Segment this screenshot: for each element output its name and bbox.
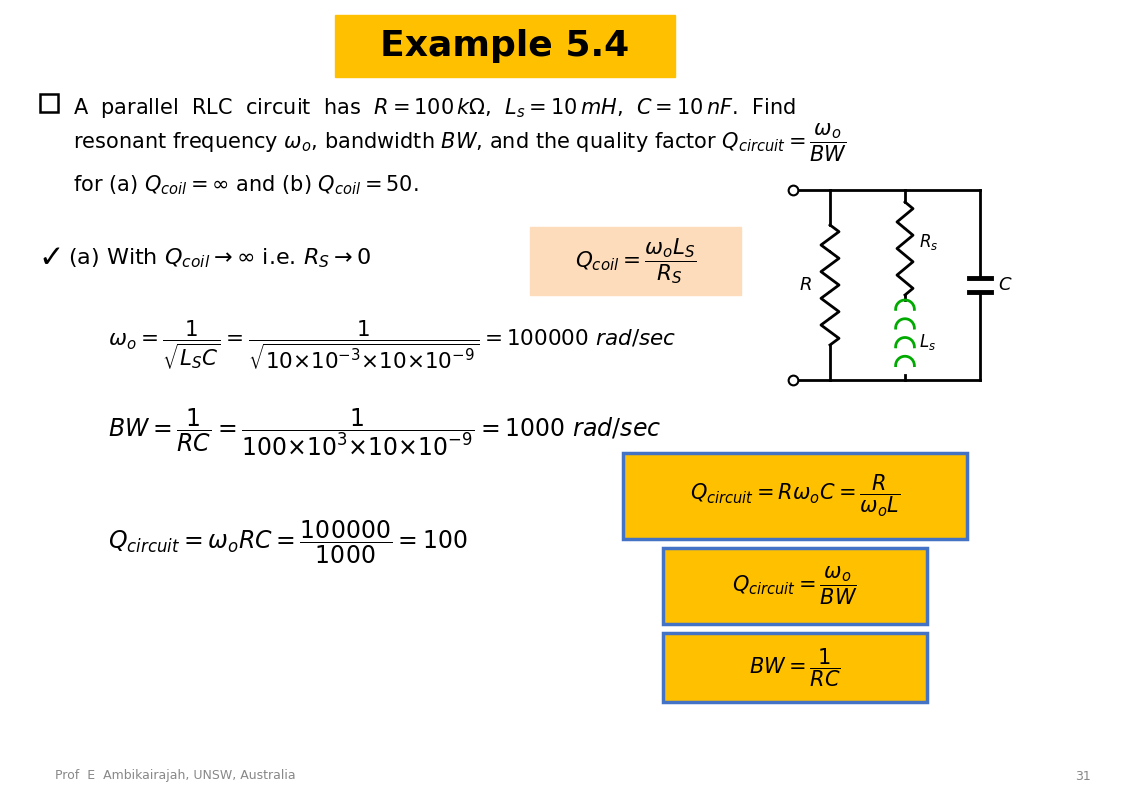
- Text: A  parallel  RLC  circuit  has  $R = 100\,k\Omega$,  $L_s = 10\,mH$,  $C = 10\,n: A parallel RLC circuit has $R = 100\,k\O…: [73, 96, 796, 120]
- Text: $L_s$: $L_s$: [919, 333, 936, 353]
- Text: ✓: ✓: [38, 243, 63, 273]
- Text: $R$: $R$: [800, 276, 812, 294]
- Text: resonant frequency $\omega_o$, bandwidth $BW$, and the quality factor $Q_{circui: resonant frequency $\omega_o$, bandwidth…: [73, 122, 847, 164]
- Text: Prof  E  Ambikairajah, UNSW, Australia: Prof E Ambikairajah, UNSW, Australia: [55, 770, 296, 782]
- Bar: [39, 94, 58, 112]
- Text: $\omega_o = \dfrac{1}{\sqrt{L_S C}} = \dfrac{1}{\sqrt{10{\times}10^{-3}{\times}1: $\omega_o = \dfrac{1}{\sqrt{L_S C}} = \d…: [108, 318, 676, 371]
- Text: 31: 31: [1075, 770, 1091, 782]
- Text: $Q_{circuit} = \omega_o RC = \dfrac{100000}{1000} = 100$: $Q_{circuit} = \omega_o RC = \dfrac{1000…: [108, 518, 467, 566]
- Text: $C$: $C$: [998, 276, 1013, 294]
- Text: $Q_{circuit} = \dfrac{\omega_o}{BW}$: $Q_{circuit} = \dfrac{\omega_o}{BW}$: [732, 565, 857, 607]
- Text: $Q_{circuit} = R\omega_o C = \dfrac{R}{\omega_o L}$: $Q_{circuit} = R\omega_o C = \dfrac{R}{\…: [690, 473, 900, 519]
- Text: for (a) $Q_{coil} = \infty$ and (b) $Q_{coil} = 50$.: for (a) $Q_{coil} = \infty$ and (b) $Q_{…: [73, 174, 418, 197]
- FancyBboxPatch shape: [663, 548, 927, 624]
- FancyBboxPatch shape: [663, 633, 927, 702]
- Text: $BW = \dfrac{1}{RC}$: $BW = \dfrac{1}{RC}$: [749, 646, 840, 690]
- Text: (a) With $Q_{coil} \rightarrow \infty$ i.e. $R_S \rightarrow 0$: (a) With $Q_{coil} \rightarrow \infty$ i…: [68, 246, 371, 270]
- Text: $BW = \dfrac{1}{RC} = \dfrac{1}{100{\times}10^{3}{\times}10{\times}10^{-9}} = 10: $BW = \dfrac{1}{RC} = \dfrac{1}{100{\tim…: [108, 406, 661, 458]
- FancyBboxPatch shape: [623, 453, 967, 539]
- FancyBboxPatch shape: [335, 15, 675, 77]
- Text: $Q_{coil} = \dfrac{\omega_o L_S}{R_S}$: $Q_{coil} = \dfrac{\omega_o L_S}{R_S}$: [575, 236, 697, 286]
- Text: $R_s$: $R_s$: [919, 233, 938, 253]
- Text: Example 5.4: Example 5.4: [380, 29, 629, 63]
- FancyBboxPatch shape: [530, 227, 741, 295]
